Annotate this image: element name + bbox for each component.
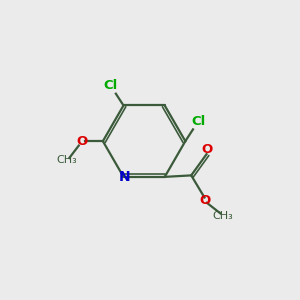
Text: Cl: Cl [103,79,117,92]
Text: CH₃: CH₃ [57,155,77,165]
Text: O: O [202,143,213,156]
Text: O: O [76,135,87,148]
Text: CH₃: CH₃ [212,211,233,221]
Text: Cl: Cl [191,115,206,128]
Text: O: O [200,194,211,207]
Text: N: N [119,170,131,184]
